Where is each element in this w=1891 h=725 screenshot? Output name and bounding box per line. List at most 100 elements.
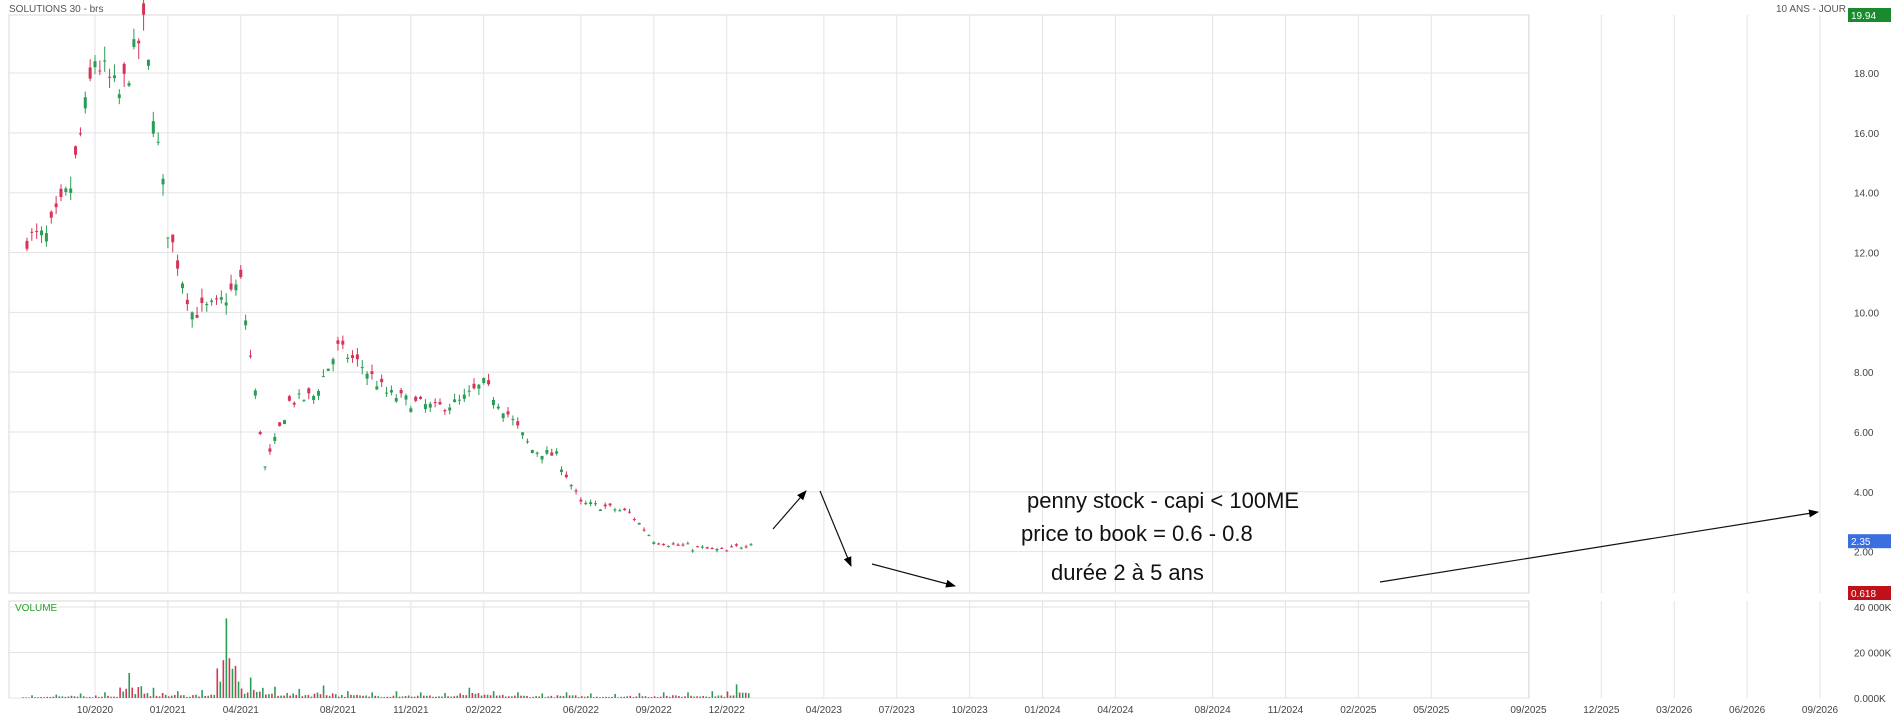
- volume-bar: [158, 696, 161, 698]
- volume-bar: [310, 696, 313, 698]
- volume-bar: [152, 687, 155, 698]
- volume-bar: [580, 696, 583, 698]
- volume-bar: [547, 696, 550, 698]
- y-tick-label: 6.00: [1854, 428, 1874, 439]
- y-tick-label: 14.00: [1854, 189, 1879, 200]
- volume-bar: [295, 694, 298, 698]
- volume-bar: [559, 695, 562, 698]
- volume-tick-label: 0.000K: [1854, 694, 1886, 705]
- volume-bar: [371, 692, 373, 698]
- x-tick-label: 05/2025: [1413, 705, 1450, 716]
- volume-bar: [590, 693, 592, 698]
- volume-bar: [511, 696, 513, 698]
- volume-bar: [149, 696, 152, 698]
- volume-bar: [231, 668, 234, 698]
- volume-bar: [659, 696, 662, 698]
- volume-bar: [304, 695, 307, 698]
- chart-title: SOLUTIONS 30 - brs: [9, 4, 103, 15]
- volume-bar: [64, 696, 67, 698]
- volume-bar: [550, 695, 553, 698]
- volume-bar: [91, 697, 94, 698]
- x-tick-label: 10/2020: [77, 705, 114, 716]
- volume-bar: [662, 692, 665, 698]
- volume-bar: [407, 695, 410, 698]
- candle-body: [146, 59, 150, 66]
- x-tick-label: 10/2023: [952, 705, 989, 716]
- volume-bar: [313, 693, 316, 698]
- candle-body: [195, 314, 199, 318]
- volume-bar: [46, 696, 49, 698]
- volume-bar: [131, 687, 134, 698]
- candle-body: [224, 302, 228, 306]
- volume-bar: [711, 691, 714, 698]
- candle-body: [730, 546, 734, 548]
- volume-bar: [644, 696, 647, 698]
- volume-bar: [88, 696, 91, 698]
- candle-body: [35, 231, 39, 233]
- candle-body: [83, 97, 87, 109]
- candle-body: [229, 283, 233, 290]
- volume-bar: [653, 696, 656, 698]
- candle-body: [438, 401, 442, 405]
- volume-bar: [526, 695, 528, 698]
- volume-bar: [183, 695, 185, 698]
- volume-bar: [605, 696, 607, 698]
- x-tick-label: 08/2021: [320, 705, 357, 716]
- volume-bar: [468, 687, 471, 698]
- volume-bar: [465, 695, 468, 698]
- volume-bar: [541, 693, 544, 698]
- candle-body: [380, 378, 384, 383]
- candle-body: [108, 76, 112, 78]
- annotation-arrow: [772, 490, 807, 530]
- volume-bar: [134, 694, 137, 698]
- volume-bar: [544, 697, 547, 698]
- volume-bar: [586, 696, 589, 698]
- candle-body: [103, 60, 107, 62]
- volume-bar: [498, 695, 501, 698]
- volume-bar: [225, 618, 228, 698]
- volume-bar: [444, 692, 446, 698]
- volume-bar: [140, 686, 143, 698]
- volume-bar: [49, 696, 52, 698]
- candle-body: [506, 411, 510, 415]
- volume-bar: [608, 696, 610, 698]
- candle-body: [122, 63, 126, 74]
- candle-body: [360, 367, 364, 369]
- candle-body: [749, 544, 753, 546]
- candle-body: [720, 547, 724, 549]
- x-tick-label: 08/2024: [1195, 705, 1232, 716]
- candle-body: [321, 376, 325, 378]
- candle-body: [394, 398, 398, 402]
- low-price-badge: 0.618: [1851, 589, 1876, 600]
- volume-bar: [107, 695, 109, 698]
- candle-body: [375, 386, 379, 390]
- volume-bar: [201, 690, 203, 698]
- x-tick-label: 02/2025: [1340, 705, 1377, 716]
- candle-body: [341, 340, 345, 345]
- volume-panel-frame: [8, 600, 1530, 699]
- volume-bar: [122, 691, 124, 698]
- volume-bar: [495, 695, 498, 698]
- candle-body: [696, 546, 700, 548]
- volume-bar: [213, 694, 216, 698]
- candle-body: [574, 490, 578, 492]
- x-tick-label: 01/2024: [1024, 705, 1061, 716]
- candle-body: [686, 543, 690, 545]
- volume-bar: [611, 696, 613, 698]
- candle-body: [370, 371, 374, 375]
- volume-bar: [632, 697, 635, 698]
- high-price-badge: 19.94: [1851, 11, 1876, 22]
- volume-bar: [325, 695, 328, 698]
- volume-bar: [426, 695, 428, 698]
- volume-bar: [222, 660, 225, 698]
- volume-bar: [204, 696, 206, 698]
- volume-bar: [705, 696, 708, 698]
- volume-bar: [474, 693, 477, 698]
- candle-body: [725, 550, 729, 552]
- volume-bar: [647, 697, 650, 698]
- candle-body: [244, 320, 248, 326]
- volume-bar: [353, 695, 355, 698]
- volume-bar: [596, 696, 598, 698]
- chart-period: 10 ANS - JOUR: [1776, 4, 1846, 15]
- volume-bar: [331, 693, 334, 698]
